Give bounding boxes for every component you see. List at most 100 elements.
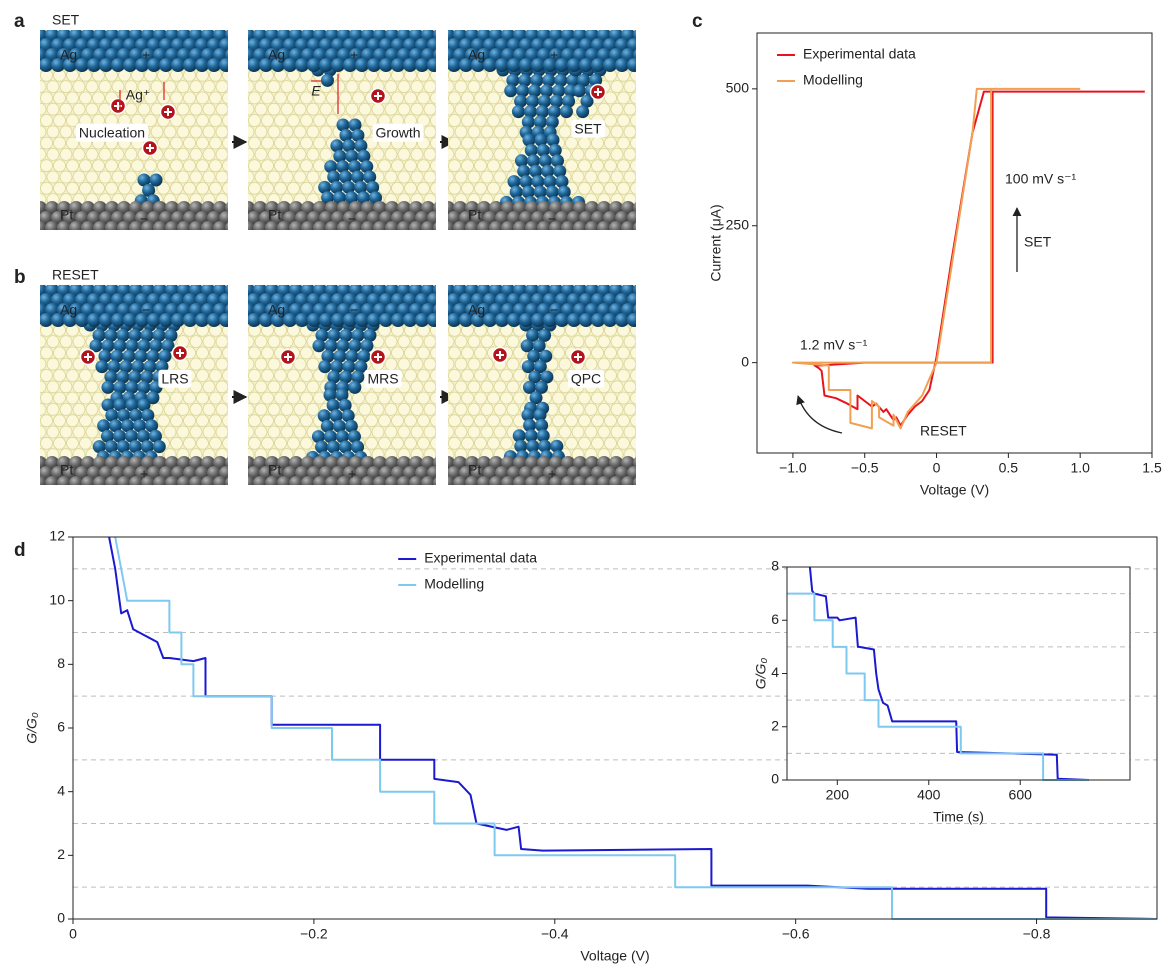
diagram-panel: Ag + Pt − Ag⁺ Nucleation — [40, 30, 228, 230]
matrix-atom — [558, 125, 572, 139]
matrix-atom — [222, 91, 228, 105]
matrix-atom — [591, 346, 604, 360]
ag-atom — [311, 430, 325, 444]
ag-atom — [318, 180, 332, 194]
matrix-atom — [584, 403, 598, 416]
ag-atom — [357, 149, 371, 163]
ag-atom — [87, 58, 101, 72]
ag-atom — [283, 58, 297, 72]
matrix-atom — [40, 425, 47, 439]
matrix-atom — [189, 170, 203, 184]
matrix-atom — [339, 91, 352, 105]
matrix-atom — [610, 170, 624, 184]
matrix-atom — [630, 323, 636, 337]
matrix-atom — [467, 403, 481, 416]
matrix-atom — [124, 148, 138, 161]
matrix-atom — [597, 170, 611, 184]
matrix-atom — [397, 335, 411, 348]
ag-atom — [101, 339, 115, 353]
ag-atom — [116, 370, 130, 384]
pt-atom — [141, 476, 155, 485]
matrix-atom — [430, 91, 436, 105]
pt-atom — [325, 221, 339, 230]
matrix-atom — [454, 80, 468, 93]
ag-atom — [271, 313, 285, 327]
ag-atom — [327, 370, 341, 384]
matrix-atom — [487, 159, 500, 173]
matrix-atom — [287, 436, 300, 450]
matrix-atom — [493, 403, 507, 416]
matrix-atom — [196, 159, 209, 173]
matrix-atom — [578, 391, 591, 405]
matrix-atom — [500, 114, 513, 127]
matrix-atom — [448, 125, 455, 139]
matrix-atom — [430, 114, 436, 127]
ag-atom — [339, 128, 353, 142]
ag-atom — [517, 164, 531, 178]
matrix-atom — [597, 357, 611, 371]
ion-sign — [574, 353, 582, 361]
pt-atom — [57, 221, 71, 230]
y-tick-label: 500 — [726, 80, 750, 96]
matrix-atom — [493, 380, 507, 394]
pt-atom — [409, 221, 423, 230]
pt-atom — [93, 476, 107, 485]
ag-atom — [333, 149, 347, 163]
ag-atom — [531, 175, 545, 189]
pt-atom — [477, 221, 491, 230]
ag-atom — [134, 349, 148, 363]
matrix-atom — [248, 159, 261, 173]
ag-atom — [379, 58, 393, 72]
matrix-atom — [189, 380, 203, 394]
diagram-label: QPC — [571, 371, 601, 387]
x-tick-label: −0.4 — [541, 926, 569, 942]
ag-atom — [171, 313, 185, 327]
ag-atom — [259, 58, 273, 72]
matrix-atom — [306, 170, 320, 184]
matrix-atom — [610, 125, 624, 139]
x-tick-label: −1.0 — [779, 460, 807, 476]
matrix-atom — [500, 136, 513, 150]
matrix-atom — [610, 80, 624, 93]
matrix-atom — [72, 148, 86, 161]
matrix-atom — [287, 391, 300, 405]
matrix-atom — [66, 346, 79, 360]
matrix-atom — [597, 403, 611, 416]
pt-atom — [633, 222, 636, 230]
matrix-atom — [111, 80, 125, 93]
matrix-atom — [410, 380, 424, 394]
ag-atom — [128, 440, 142, 454]
ag-atom — [536, 143, 550, 157]
matrix-atom — [66, 159, 79, 173]
matrix-atom — [448, 391, 461, 405]
ag-atom — [225, 49, 228, 61]
matrix-atom — [215, 80, 228, 93]
matrix-atom — [131, 159, 144, 173]
ag-atom — [333, 349, 347, 363]
matrix-atom — [597, 425, 611, 439]
matrix-atom — [384, 403, 398, 416]
ag-atom — [576, 105, 590, 119]
matrix-atom — [46, 80, 60, 93]
matrix-atom — [423, 403, 436, 416]
ag-atom — [504, 84, 518, 98]
x-tick-label: −0.8 — [1023, 926, 1051, 942]
ag-atom — [51, 58, 65, 72]
diagram-label: MRS — [367, 371, 398, 387]
pt-atom — [453, 476, 467, 485]
ag-atom — [521, 115, 535, 129]
ag-atom — [63, 58, 77, 72]
panel-label: b — [14, 267, 26, 288]
matrix-atom — [144, 114, 157, 127]
matrix-atom — [163, 425, 177, 439]
matrix-atom — [604, 346, 617, 360]
matrix-atom — [454, 125, 468, 139]
matrix-atom — [423, 80, 436, 93]
ag-atom — [128, 328, 142, 342]
matrix-atom — [552, 391, 565, 405]
pt-atom — [397, 476, 411, 485]
diagram-label: LRS — [161, 371, 188, 387]
matrix-atom — [248, 148, 255, 161]
matrix-atom — [202, 125, 216, 139]
matrix-atom — [66, 136, 79, 150]
